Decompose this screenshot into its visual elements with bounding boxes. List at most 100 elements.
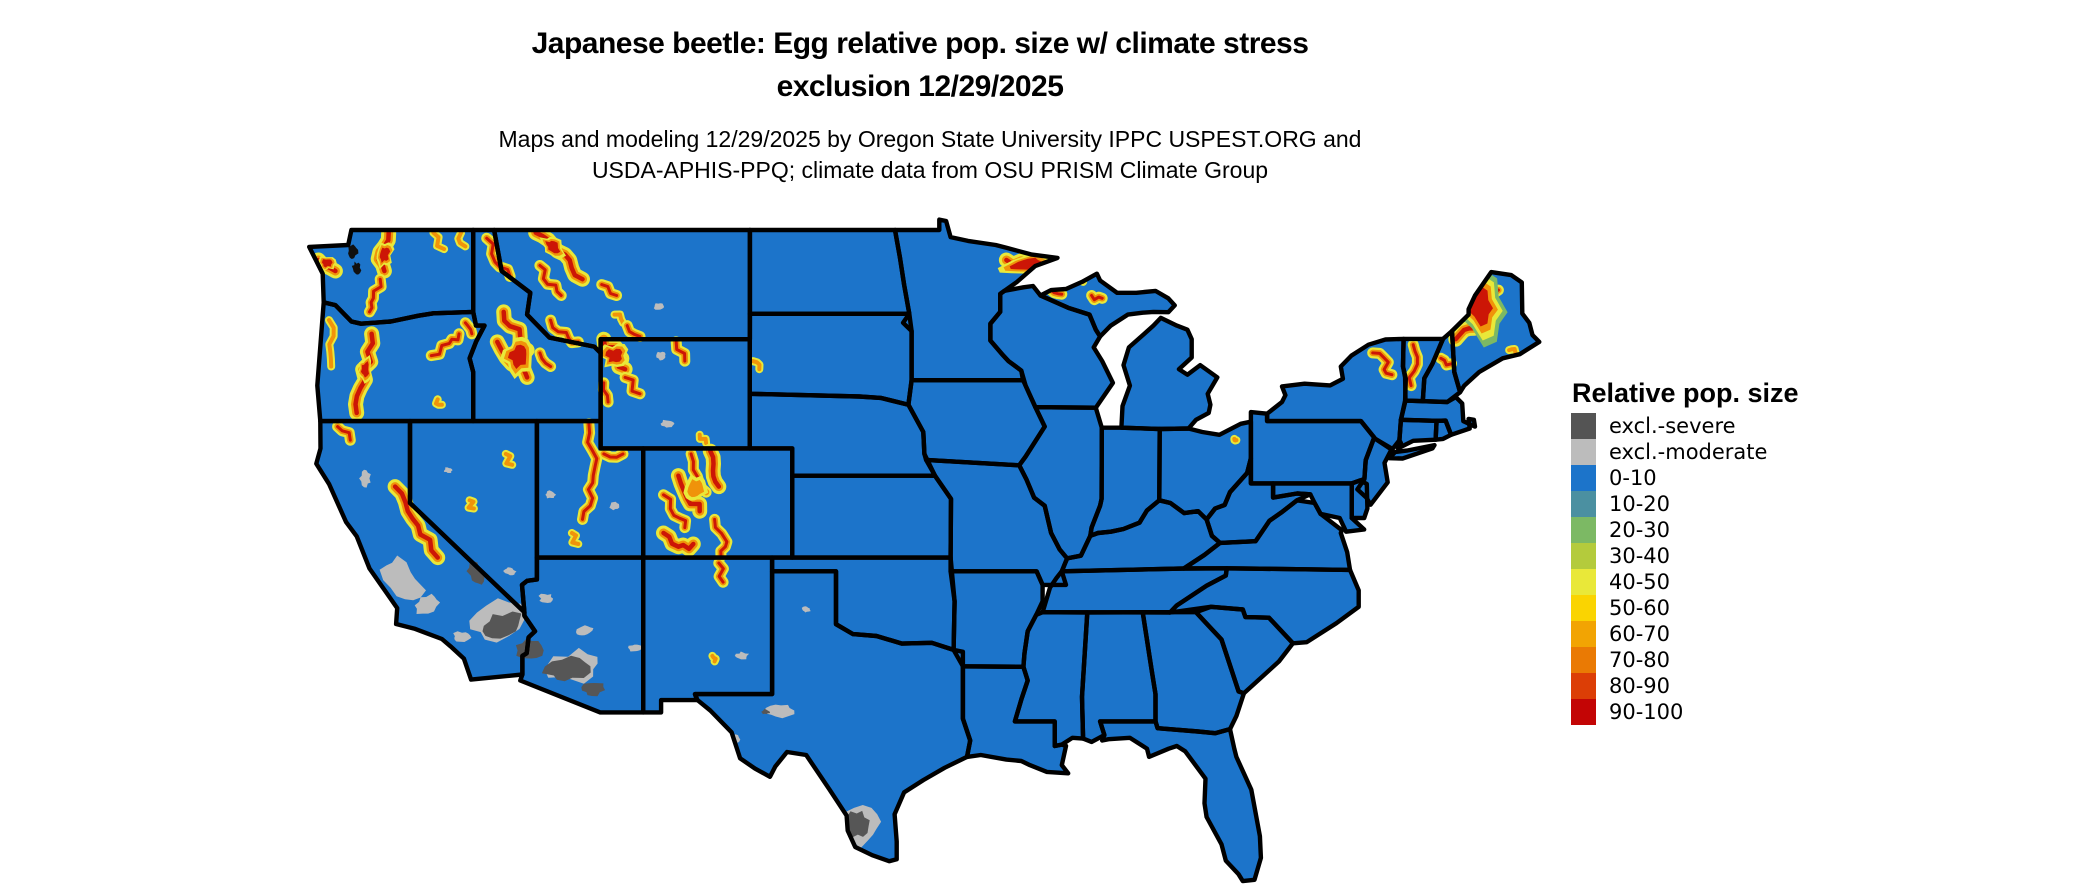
hotspot-ridge-or-steens [434,397,444,407]
exclusion-mt-basin [653,303,664,310]
state-ne [749,393,935,476]
hotspot-ridge-wy-wind-river [623,375,642,396]
state-border-me [1449,269,1542,395]
water-puget-sound-south [351,261,362,275]
state-mt [494,230,750,353]
exclusion-ca-sacramento [359,469,371,488]
legend-items: excl.-severe excl.-moderate 0-10 10-20 20-30… [1571,413,1767,725]
subtitle-line-2: USDA-APHIS-PPQ; climate data from OSU PR… [591,157,1269,183]
legend-swatch [1571,491,1596,517]
hotspot-ridge-or-wallowa [463,321,474,336]
legend-label: 90-100 [1609,700,1684,724]
state-va [1183,500,1350,570]
exclusion-az-se [581,683,606,697]
legend-item: excl.-severe [1571,413,1767,439]
state-il [1019,407,1102,559]
legend-label: 50-60 [1609,596,1671,620]
legend-label: excl.-severe [1609,414,1736,438]
legend-item: 10-20 [1571,491,1767,517]
state-miu [1040,273,1175,337]
exclusion-ut-san-rafael [609,501,620,511]
exclusion-nv-vegas [503,567,517,576]
state-ms [1014,612,1088,746]
legend-item: 20-30 [1571,517,1767,543]
state-nd [749,230,910,314]
hotspot-ridge-co-sangre [713,517,729,558]
legend-swatch [1571,621,1596,647]
water-puget-sound-north [348,244,359,259]
hotspot-ridge-nh-white-mtns [1439,356,1454,367]
state-wv [1206,458,1311,543]
legend-label: 0-10 [1609,466,1657,490]
legend-label: 20-30 [1609,518,1671,542]
legend-label: 80-90 [1609,674,1671,698]
exclusion-death-valley [466,561,485,585]
state-ks [792,475,951,558]
hotspot-glacier-core [545,240,561,254]
state-la [962,666,1069,774]
state-border-tx [692,569,973,864]
hotspot-wa-cascade-core [379,247,391,263]
exclusion-az-core [541,655,591,682]
hotspot-yellowstone-core [605,348,623,363]
state-ma [1400,397,1475,435]
legend-swatch [1571,439,1596,465]
state-border-fl [1097,719,1264,884]
hotspot-ridge-co-front-range [708,448,722,489]
exclusion-socal-inland [453,631,472,642]
legend-item: 80-90 [1571,673,1767,699]
hotspot-ridge-nm-sacramento [710,653,718,664]
state-ga [1142,612,1244,734]
state-border-li [1387,442,1437,461]
state-nc [1170,568,1359,644]
hotspot-ridge-wa-northeast [431,230,447,252]
state-nm [643,557,773,713]
exclusion-az-central [576,625,594,636]
legend-label: 60-70 [1609,622,1671,646]
legend-item: 90-100 [1571,699,1767,725]
hotspot-ridge-nv-ruby [503,451,515,467]
exclusion-mojave-core [482,611,522,639]
state-wi [990,286,1113,408]
hotspot-ridge-ca-klamath [336,425,352,442]
legend-item: 40-50 [1571,569,1767,595]
hotspot-ridge-wy-snowy [697,432,709,445]
legend-swatch [1571,569,1596,595]
hotspot-ridge-co-west-elk [662,493,688,530]
hotspot-ridge-id-lost-river [538,351,553,368]
hotspot-ridge-sd-black-hills [750,359,762,372]
state-ky [1061,500,1220,572]
exclusion-ca-south-valley [414,593,441,614]
hotspot-central-idaho-core [507,344,527,369]
hotspot-ridge-or-coast-range [327,318,336,369]
hotspot-ridge-wa-selkirk [456,230,468,249]
legend-item: 70-80 [1571,647,1767,673]
exclusion-nm-se [734,651,750,660]
hotspot-ridge-id-panhandle [485,236,512,278]
legend-item: 60-70 [1571,621,1767,647]
hotspot-olympic-core [322,259,333,268]
hotspot-ridge-or-blue-mtns [429,332,461,358]
legend-swatch [1571,673,1596,699]
state-pa [1250,412,1375,484]
legend-label: 30-40 [1609,544,1671,568]
hotspot-colorado-core [687,479,705,498]
legend-swatch [1571,647,1596,673]
hotspot-ridge-wy-salt-river [601,381,610,404]
exclusion-tx-south-core [845,810,870,837]
hotspot-ridge-ca-sierra [392,484,440,560]
hotspot-ridge-ut-wasatch [581,422,599,521]
exclusion-tx-panhandle [801,606,811,613]
state-ok [772,557,955,650]
legend-label: 10-20 [1609,492,1671,516]
hotspot-ridge-ut-south-plateau [569,531,581,546]
title-line-2: exclusion 12/29/2025 [776,70,1064,103]
legend-swatch [1571,517,1596,543]
state-border-wi [988,283,1116,410]
state-border-nj [1355,435,1395,507]
state-border-mil [1119,315,1220,432]
legend-label: 70-80 [1609,648,1671,672]
state-borders [307,217,1542,884]
